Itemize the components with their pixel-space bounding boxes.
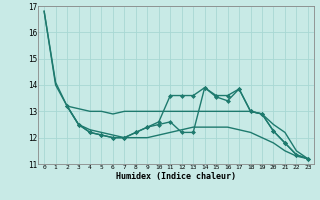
X-axis label: Humidex (Indice chaleur): Humidex (Indice chaleur) bbox=[116, 172, 236, 181]
